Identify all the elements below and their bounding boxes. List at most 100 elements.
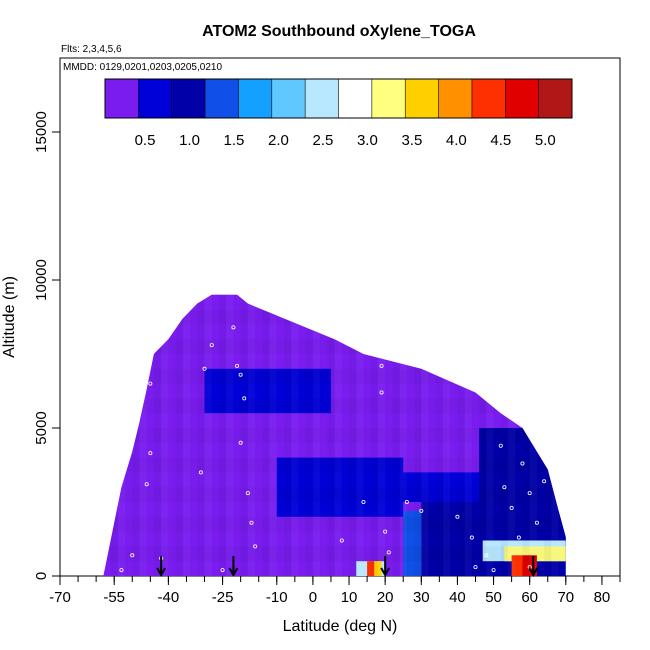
sample-point (538, 446, 543, 451)
flight-arrow (156, 556, 167, 578)
x-tick-label: -40 (158, 589, 180, 606)
y-tick-label: 10000 (33, 259, 50, 301)
x-tick-label: 80 (594, 589, 611, 606)
sample-point (473, 565, 478, 570)
y-axis: 0 5000 10000 15000 (33, 111, 60, 580)
x-tick-label: 50 (485, 589, 502, 606)
colorbar-swatch (438, 79, 473, 118)
x-tick-label: -70 (49, 589, 71, 606)
sample-point (484, 553, 489, 558)
row-band (60, 546, 620, 561)
sample-point (148, 381, 153, 386)
colorbar-swatch (405, 79, 440, 118)
colorbar-swatch (138, 79, 173, 118)
x-tick-label: -55 (103, 589, 125, 606)
sample-point (419, 508, 424, 513)
heatmap-cell-4 (385, 472, 494, 502)
colorbar-swatch (271, 79, 306, 118)
colorbar-tick-label: 5.0 (535, 132, 556, 149)
colorbar-swatch (538, 79, 573, 118)
sample-point (386, 550, 391, 555)
sample-point (542, 479, 547, 484)
x-tick-label: 40 (449, 589, 466, 606)
heatmap-cell-3 (276, 457, 404, 517)
colorbar-swatch (505, 79, 540, 118)
colorbar-swatch (338, 79, 373, 118)
sample-point (491, 568, 496, 573)
sample-point (235, 363, 240, 368)
sample-point (148, 451, 153, 456)
heatmap-cell-8 (403, 510, 422, 576)
sample-point (469, 535, 474, 540)
row-band (60, 487, 620, 502)
colorbar-swatch (171, 79, 206, 118)
dates-subtitle: MMDD: 0129,0201,0203,0205,0210 (63, 62, 222, 73)
colorbar-swatch (471, 79, 506, 118)
sample-point (242, 396, 247, 401)
chart-title: ATOM2 Southbound oXylene_TOGA (202, 23, 476, 40)
heatmap-cell-14 (511, 555, 523, 576)
sample-point (130, 553, 135, 558)
colorbar-frame (104, 78, 573, 119)
row-band (60, 458, 620, 473)
colorbar-tick-label: 4.5 (490, 132, 511, 149)
x-tick-label: 20 (377, 589, 394, 606)
colorbar-swatch (205, 79, 239, 118)
colorbar-swatch (105, 79, 139, 118)
heatmap-cell-11 (374, 561, 382, 576)
sample-point (238, 372, 243, 377)
colorbar-tick-label: 1.0 (179, 132, 200, 149)
sample-point (231, 325, 236, 330)
colorbar-tick-label: 2.0 (268, 132, 289, 149)
flight-arrow (380, 556, 391, 578)
heatmap-cell-2 (204, 368, 331, 414)
x-tick-label: 0 (309, 589, 317, 606)
sample-point (404, 499, 409, 504)
flight-arrows (156, 556, 539, 578)
sample-point (202, 366, 207, 371)
x-tick-label: 30 (413, 589, 430, 606)
sample-point (502, 485, 507, 490)
sample-point (379, 363, 384, 368)
flight-arrow (228, 556, 239, 578)
x-axis-label: Latitude (deg N) (283, 618, 398, 635)
sample-point (253, 544, 258, 549)
x-tick-label: -10 (266, 589, 288, 606)
sample-point (498, 443, 503, 448)
sample-point (509, 505, 514, 510)
sample-point (119, 568, 124, 573)
colorbar: 0.5 1.0 1.5 2.0 2.5 3.0 3.5 4.0 4.5 5.0 (104, 78, 573, 149)
sample-point (198, 470, 203, 475)
flights-subtitle: Flts: 2,3,4,5,6 (61, 44, 122, 55)
colorbar-tick-label: 2.5 (313, 132, 334, 149)
x-tick-label: 70 (557, 589, 574, 606)
y-tick-label: 5000 (33, 411, 50, 444)
x-tick-label: 10 (341, 589, 358, 606)
colorbar-tick-label: 4.0 (446, 132, 467, 149)
sample-point (245, 491, 250, 496)
sample-point (209, 343, 214, 348)
colorbar-tick-label: 3.5 (401, 132, 422, 149)
sample-point (520, 461, 525, 466)
y-tick-label: 0 (33, 572, 50, 580)
x-tick-label: -25 (212, 589, 234, 606)
flight-arrow (528, 556, 539, 578)
colorbar-tick-label: 3.0 (357, 132, 378, 149)
x-axis: -70 -55 -40 -25 -10 0 10 20 30 40 50 60 70 80 (49, 576, 621, 606)
sample-point (238, 440, 243, 445)
colorbar-swatch (371, 79, 406, 118)
y-axis-label: Altitude (m) (1, 276, 18, 358)
sample-point (527, 491, 532, 496)
sample-point (249, 520, 254, 525)
x-tick-label: 60 (521, 589, 538, 606)
sample-point (534, 520, 539, 525)
sample-point (361, 499, 366, 504)
sample-points (119, 325, 547, 573)
sample-point (455, 514, 460, 519)
colorbar-tick-label: 1.5 (224, 132, 245, 149)
sample-point (379, 390, 384, 395)
sample-point (339, 538, 344, 543)
sample-point (383, 529, 388, 534)
heatmap-cell-10 (367, 561, 375, 576)
